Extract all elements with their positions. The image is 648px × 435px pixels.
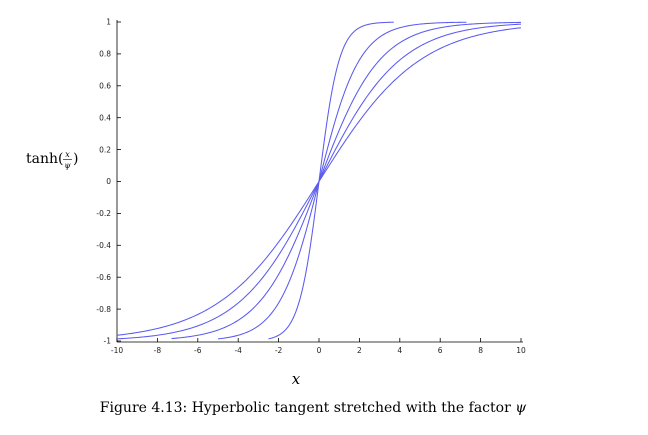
y-tick-label: -1 (104, 337, 112, 346)
y-tick-label: -0.6 (96, 273, 111, 282)
y-axis-label-suffix: ) (73, 151, 78, 167)
y-tick-label: 0.8 (99, 50, 111, 59)
x-tick-label: -4 (234, 346, 242, 355)
curves (116, 21, 522, 340)
y-tick-label: 0.4 (99, 113, 111, 122)
y-tick-label: 0 (106, 177, 111, 186)
x-axis-label: x (292, 370, 301, 388)
series-line (268, 21, 394, 340)
y-tick-label: -0.2 (96, 209, 111, 218)
y-axis-label-numerator: x (65, 150, 70, 159)
x-ticks: -10 -8 -6 -4 -2 0 2 4 6 8 10 (111, 338, 526, 355)
series-line (116, 27, 522, 336)
x-tick-label: 2 (357, 346, 362, 355)
x-tick-label: -6 (194, 346, 202, 355)
y-ticks: 1 0.8 0.6 0.4 0.2 0 -0.2 -0.4 -0.6 -0.8 -1 (96, 18, 121, 346)
y-tick-label: 0.2 (99, 145, 111, 154)
x-tick-label: -8 (154, 346, 162, 355)
figure-caption: Figure 4.13: Hyperbolic tangent stretche… (100, 400, 527, 416)
x-tick-label: 10 (516, 346, 526, 355)
x-tick-label: 0 (317, 346, 322, 355)
figure-caption-text: Figure 4.13: Hyperbolic tangent stretche… (100, 400, 515, 416)
y-tick-label: -0.8 (96, 305, 111, 314)
x-tick-label: 6 (438, 346, 443, 355)
y-axis-label-prefix: tanh( (26, 151, 63, 167)
x-tick-label: -10 (111, 346, 123, 355)
x-tick-label: 4 (397, 346, 402, 355)
y-axis-label: tanh( x ψ ) (26, 150, 78, 170)
series-line (171, 21, 522, 340)
x-tick-label: 8 (478, 346, 483, 355)
y-tick-label: 1 (106, 18, 111, 27)
plot-area: 1 0.8 0.6 0.4 0.2 0 -0.2 -0.4 -0.6 -0.8 -1 -10 -8 -6… (96, 18, 526, 355)
series-line (217, 21, 467, 340)
x-tick-label: -2 (275, 346, 283, 355)
figure-caption-symbol: ψ (515, 400, 527, 416)
y-tick-label: -0.4 (96, 241, 111, 250)
y-axis-label-denominator: ψ (64, 161, 71, 170)
y-tick-label: 0.6 (99, 82, 111, 91)
